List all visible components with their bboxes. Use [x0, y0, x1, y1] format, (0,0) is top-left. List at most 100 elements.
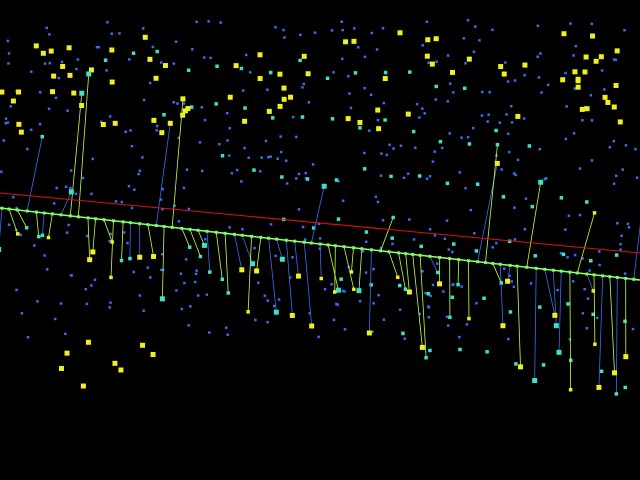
- yellow-point: [80, 383, 86, 389]
- blue-point: [332, 71, 335, 74]
- yellow-point: [592, 211, 597, 215]
- cyan-point: [0, 246, 2, 252]
- blue-point: [301, 225, 305, 229]
- stem: [110, 220, 114, 278]
- yellow-point: [187, 245, 192, 249]
- stem: [285, 240, 293, 316]
- blue-point: [381, 219, 385, 222]
- cyan-point: [239, 267, 245, 273]
- cyan-point: [532, 378, 538, 384]
- blue-point: [187, 207, 191, 211]
- blue-point: [182, 186, 186, 190]
- yellow-point: [71, 90, 77, 96]
- blue-point: [412, 238, 416, 241]
- cyan-point: [68, 189, 74, 195]
- yellow-point: [112, 360, 118, 366]
- blue-point: [120, 200, 124, 204]
- stem: [197, 230, 205, 246]
- yellow-point: [87, 257, 93, 263]
- yellow-point: [167, 120, 173, 126]
- scatter-points: [0, 18, 639, 390]
- blue-point: [414, 146, 417, 149]
- cyan-point: [494, 128, 498, 133]
- blue-point: [371, 330, 374, 333]
- yellow-point: [403, 287, 408, 292]
- cyan-point: [507, 239, 512, 244]
- blue-point: [571, 280, 575, 283]
- blue-point: [464, 186, 467, 190]
- blue-point: [130, 144, 134, 148]
- blue-point: [30, 70, 33, 73]
- blue-point: [184, 258, 188, 261]
- stem-base: [0, 206, 4, 210]
- cyan-point: [514, 362, 518, 366]
- cyan-point: [383, 70, 388, 75]
- yellow-point: [85, 339, 91, 345]
- blue-point: [179, 272, 183, 275]
- stem-base: [457, 258, 461, 262]
- cyan-point: [40, 233, 45, 238]
- blue-point: [266, 88, 269, 92]
- yellow-point: [583, 54, 589, 60]
- blue-point: [612, 182, 616, 185]
- cyan-point: [243, 106, 247, 110]
- cyan-point: [438, 139, 443, 144]
- stem-base: [267, 236, 271, 240]
- stem-base: [483, 261, 487, 265]
- stem-base: [491, 261, 495, 265]
- yellow-point: [602, 94, 608, 100]
- blue-point: [323, 287, 327, 291]
- blue-point: [138, 294, 142, 297]
- stem-base: [102, 218, 106, 222]
- blue-point: [226, 139, 229, 142]
- blue-point: [335, 302, 338, 306]
- blue-point: [146, 266, 149, 269]
- blue-point: [631, 327, 635, 331]
- blue-point: [307, 101, 311, 104]
- yellow-point: [46, 235, 51, 240]
- blue-point: [132, 270, 135, 274]
- yellow-point: [561, 31, 567, 37]
- stem-base: [25, 209, 29, 213]
- cyan-point: [426, 292, 431, 296]
- blue-point: [513, 79, 517, 82]
- cyan-point: [456, 282, 460, 287]
- yellow-point: [281, 85, 287, 91]
- blue-point: [285, 159, 288, 162]
- yellow-point: [332, 290, 337, 294]
- blue-point: [595, 316, 599, 320]
- stem: [69, 93, 83, 216]
- stem-base: [162, 224, 166, 228]
- blue-point: [26, 335, 30, 339]
- cyan-point: [309, 323, 315, 329]
- cyan-point: [131, 51, 136, 55]
- cyan-point: [109, 275, 113, 280]
- stem-base: [59, 213, 63, 217]
- stem: [499, 264, 504, 326]
- stem: [171, 98, 184, 228]
- stem-base: [309, 241, 313, 245]
- cyan-point: [589, 259, 593, 263]
- blue-point: [266, 320, 269, 324]
- yellow-point: [424, 355, 428, 360]
- blue-point: [388, 143, 391, 147]
- blue-point: [380, 152, 383, 155]
- stem: [351, 247, 354, 272]
- cyan-point: [79, 90, 85, 96]
- stem-base: [476, 260, 480, 264]
- blue-point: [137, 172, 140, 176]
- blue-point: [347, 74, 350, 78]
- cyan-point: [501, 195, 506, 199]
- blue-point: [227, 154, 231, 157]
- blue-point: [97, 45, 100, 49]
- yellow-point: [352, 287, 356, 292]
- blue-point: [614, 58, 618, 62]
- stem: [16, 209, 28, 228]
- stem-base: [121, 220, 125, 224]
- blue-point: [133, 188, 136, 191]
- cyan-point: [467, 316, 471, 321]
- cyan-point: [201, 242, 207, 248]
- yellow-point: [182, 108, 188, 114]
- blue-point: [29, 128, 33, 132]
- blue-point: [506, 80, 510, 83]
